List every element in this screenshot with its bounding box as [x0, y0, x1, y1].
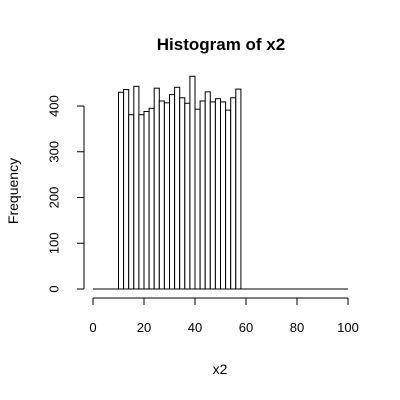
y-tick-label-1: 100 — [46, 232, 61, 254]
bars-layer — [118, 75, 242, 290]
x-axis-label: x2 — [213, 361, 228, 377]
histogram-bar-13 — [158, 100, 165, 290]
x-tick-label-0: 0 — [89, 320, 96, 335]
x-tick-label-2: 40 — [188, 320, 202, 335]
histogram-bar-28 — [235, 88, 242, 290]
x-tick-label-3: 60 — [239, 320, 253, 335]
y-tick-label-3: 300 — [46, 141, 61, 163]
histogram-bar-24 — [214, 98, 221, 290]
histogram-bar-19 — [189, 75, 196, 290]
histogram-bar-5 — [118, 91, 125, 290]
histogram-bar-11 — [148, 107, 155, 290]
y-axis-label: Frequency — [5, 158, 21, 224]
y-tick-label-0: 0 — [46, 285, 61, 292]
y-tick-label-4: 400 — [46, 95, 61, 117]
x-tick-label-5: 100 — [337, 320, 359, 335]
histogram-bar-26 — [225, 109, 232, 290]
histogram-bar-9 — [138, 114, 145, 290]
histogram-bar-21 — [199, 100, 206, 290]
chart-title: Histogram of x2 — [157, 35, 285, 54]
x-tick-label-4: 80 — [290, 320, 304, 335]
histogram-bar-17 — [179, 97, 186, 290]
histogram-bar-14 — [163, 102, 170, 290]
y-tick-label-2: 200 — [46, 187, 61, 209]
x-axis: 0 20 40 60 80 100 — [89, 297, 359, 335]
histogram-bar-7 — [128, 114, 135, 290]
histogram-bar-23 — [209, 101, 216, 290]
histogram-bar-16 — [174, 86, 181, 290]
histogram-bar-22 — [204, 91, 211, 290]
x-tick-label-1: 20 — [137, 320, 151, 335]
histogram-bar-27 — [230, 97, 237, 290]
histogram-bar-15 — [169, 94, 176, 290]
histogram-bar-12 — [153, 87, 160, 290]
histogram-bar-6 — [123, 89, 130, 290]
histogram-bar-18 — [184, 102, 191, 290]
histogram-bar-20 — [194, 108, 201, 290]
histogram-bar-10 — [143, 111, 150, 290]
y-axis: 0 100 200 300 400 — [46, 95, 85, 293]
histogram-bar-25 — [220, 101, 227, 290]
histogram-bar-8 — [133, 85, 140, 290]
